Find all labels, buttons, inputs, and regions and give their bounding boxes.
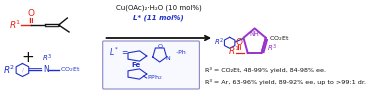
Text: PPh$_2$: PPh$_2$ — [147, 74, 163, 82]
Text: R³ = Ar, 63-96% yield, 89-92% ee, up to >99:1 dr.: R³ = Ar, 63-96% yield, 89-92% ee, up to … — [204, 79, 366, 85]
Text: N: N — [165, 55, 170, 61]
Text: R³ = CO₂Et, 48-99% yield, 84-98% ee.: R³ = CO₂Et, 48-99% yield, 84-98% ee. — [204, 67, 325, 73]
Text: /: / — [22, 68, 23, 72]
Text: +: + — [21, 49, 34, 64]
Text: NH: NH — [250, 31, 260, 37]
Text: L* (11 mol%): L* (11 mol%) — [133, 15, 184, 21]
Text: Cu(OAc)₂·H₂O (10 mol%): Cu(OAc)₂·H₂O (10 mol%) — [116, 5, 202, 11]
Text: $R^2$: $R^2$ — [214, 37, 224, 48]
Text: CO$_2$Et: CO$_2$Et — [60, 66, 80, 74]
Text: O: O — [28, 9, 34, 18]
Text: CO$_2$Et: CO$_2$Et — [269, 34, 290, 43]
Text: O: O — [158, 44, 163, 48]
Text: N: N — [43, 66, 49, 75]
Text: $R^3$: $R^3$ — [267, 42, 277, 54]
Text: –Ph: –Ph — [175, 51, 186, 55]
Text: $R^1$: $R^1$ — [228, 45, 240, 57]
Text: O: O — [235, 38, 243, 46]
Text: $R^3$: $R^3$ — [42, 52, 52, 64]
FancyBboxPatch shape — [103, 41, 199, 89]
Text: $R^1$: $R^1$ — [9, 19, 22, 31]
Text: $R^2$: $R^2$ — [3, 64, 16, 76]
Text: Fe: Fe — [132, 62, 141, 68]
Text: $L^*$ =: $L^*$ = — [109, 46, 129, 58]
